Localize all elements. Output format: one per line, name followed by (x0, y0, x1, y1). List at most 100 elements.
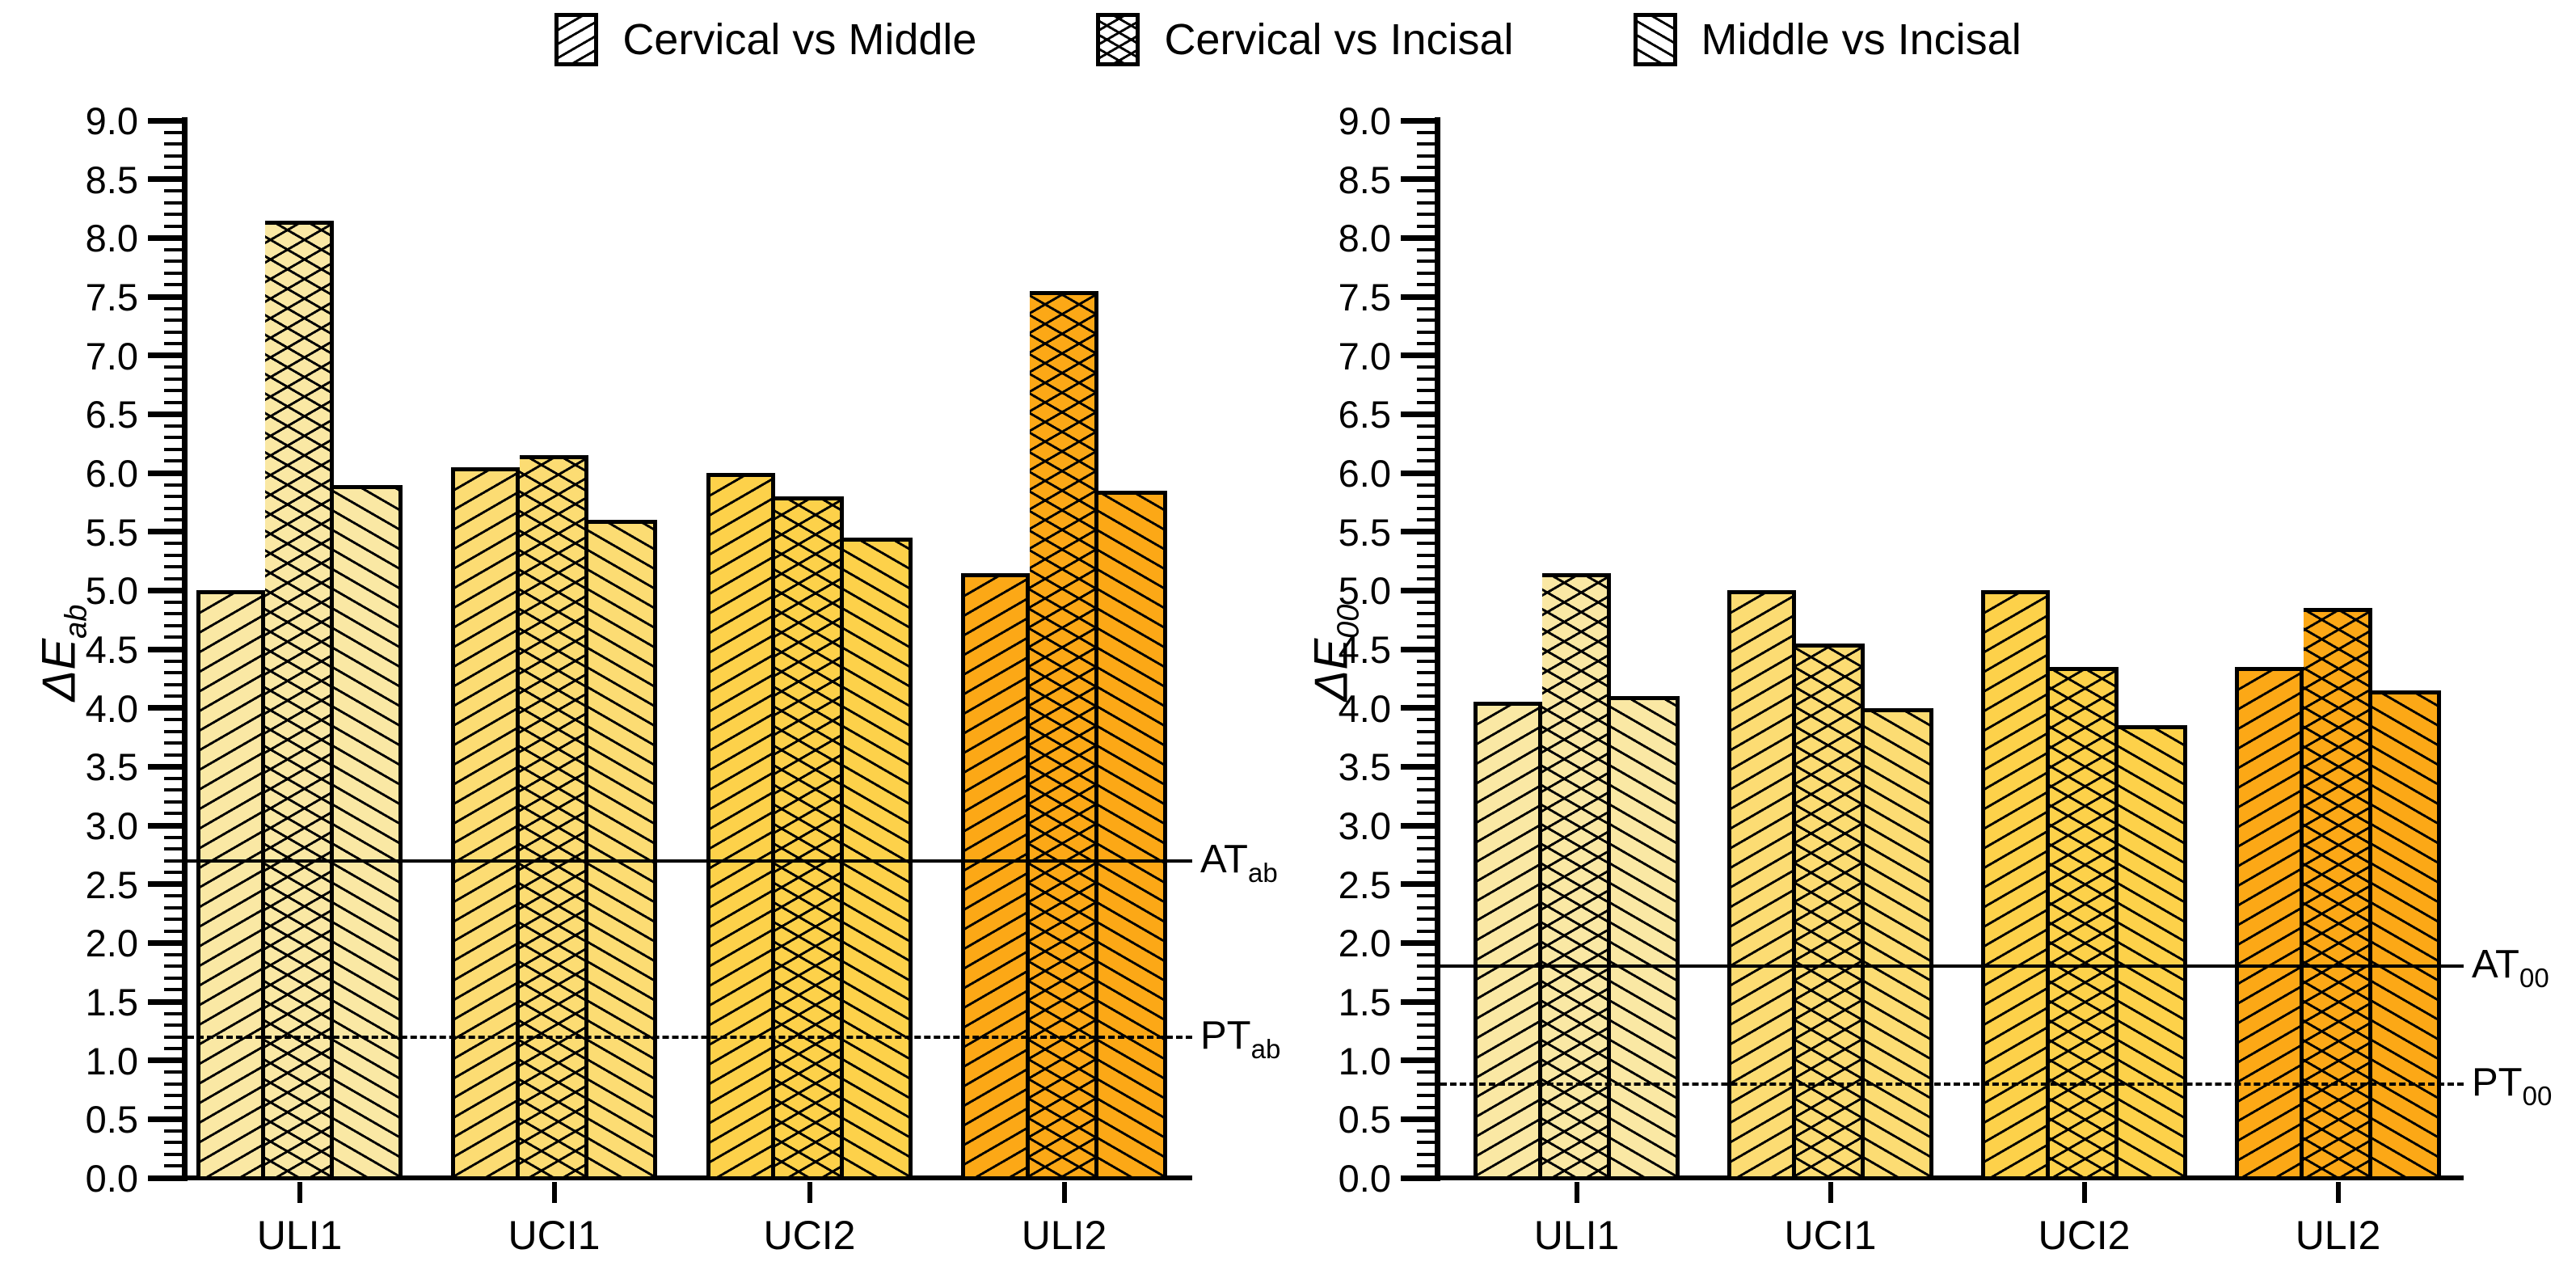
y-major-tick (1401, 822, 1435, 829)
threshold-label-main: AT (1200, 837, 1248, 881)
y-major-tick (148, 763, 182, 770)
threshold-line-pt-ab (188, 1035, 1192, 1039)
y-minor-tick (1417, 330, 1435, 334)
y-minor-tick (164, 929, 182, 933)
threshold-label-subscript: ab (1247, 857, 1278, 888)
y-minor-tick (164, 495, 182, 499)
y-minor-tick (164, 154, 182, 158)
y-axis-title: ΔEab (32, 411, 95, 896)
y-major-tick (1401, 117, 1435, 124)
y-major-tick (148, 939, 182, 946)
y-major-tick (148, 1116, 182, 1122)
y-minor-tick (1417, 342, 1435, 346)
y-minor-tick (1417, 1011, 1435, 1015)
y-tick-label: 3.0 (85, 804, 138, 847)
y-minor-tick (164, 612, 182, 616)
bar-uci1-diagonal-up-hatch (1727, 590, 1796, 1180)
x-category-label: ULI1 (256, 1213, 343, 1258)
y-tick-label: 3.5 (85, 745, 138, 789)
y-minor-tick (1417, 271, 1435, 275)
y-minor-tick (164, 847, 182, 851)
y-major-tick (148, 293, 182, 300)
y-minor-tick (164, 1082, 182, 1086)
y-minor-tick (1417, 1023, 1435, 1028)
y-tick-label: 7.5 (1338, 276, 1391, 319)
y-axis-title-main: ΔE (32, 638, 86, 702)
y-major-tick (1401, 587, 1435, 593)
bar-uli2-diagonal-down-hatch (2372, 690, 2441, 1180)
y-minor-tick (164, 166, 182, 170)
y-tick-label: 5.0 (1338, 569, 1391, 613)
threshold-line-pt-00 (1440, 1082, 2464, 1086)
bar-uli2-crosshatch (2304, 608, 2372, 1180)
y-minor-tick (1417, 553, 1435, 557)
y-tick-label: 7.0 (1338, 334, 1391, 378)
y-major-tick (148, 470, 182, 476)
y-tick-label: 5.0 (85, 569, 138, 613)
y-minor-tick (1417, 459, 1435, 463)
y-tick-label: 6.5 (1338, 393, 1391, 437)
y-minor-tick (164, 506, 182, 510)
x-category-tick (1574, 1182, 1579, 1203)
y-minor-tick (164, 1047, 182, 1051)
y-minor-tick (164, 389, 182, 393)
y-major-tick (1401, 646, 1435, 652)
threshold-label-subscript: 00 (2519, 963, 2549, 994)
y-major-tick (148, 529, 182, 535)
y-minor-tick (164, 1023, 182, 1028)
y-minor-tick (164, 918, 182, 922)
x-category-label: UCI2 (2038, 1213, 2131, 1258)
y-tick-label: 7.0 (85, 334, 138, 378)
threshold-line-at-00 (1440, 964, 2464, 969)
x-category-tick (1828, 1182, 1833, 1203)
y-minor-tick (164, 224, 182, 228)
y-minor-tick (164, 1164, 182, 1168)
y-minor-tick (164, 436, 182, 440)
threshold-label-at-ab: ATab (1200, 837, 1278, 893)
y-minor-tick (1417, 729, 1435, 733)
y-minor-tick (1417, 377, 1435, 381)
threshold-label-subscript: ab (1250, 1033, 1281, 1064)
legend-label: Cervical vs Middle (622, 15, 977, 64)
y-major-tick (1401, 293, 1435, 300)
y-minor-tick (1417, 682, 1435, 686)
threshold-label-main: AT (2472, 943, 2519, 987)
y-minor-tick (1417, 283, 1435, 287)
y-minor-tick (1417, 260, 1435, 264)
y-minor-tick (1417, 741, 1435, 745)
bar-uli1-crosshatch (265, 220, 334, 1180)
y-minor-tick (1417, 319, 1435, 323)
y-major-tick (148, 587, 182, 593)
diagonal-up-hatch-swatch-icon (554, 13, 599, 66)
legend-item-middle-vs-incisal: Middle vs Incisal (1633, 13, 2022, 66)
bar-uci1-diagonal-down-hatch (588, 520, 657, 1180)
x-category-label: UCI1 (1784, 1213, 1877, 1258)
y-minor-tick (164, 623, 182, 627)
y-minor-tick (1417, 306, 1435, 310)
y-tick-label: 2.0 (1338, 922, 1391, 965)
y-minor-tick (1417, 436, 1435, 440)
y-minor-tick (1417, 495, 1435, 499)
y-tick-label: 8.5 (1338, 158, 1391, 201)
x-category-tick (807, 1182, 812, 1203)
x-category-label: ULI2 (1021, 1213, 1107, 1258)
y-tick-label: 6.0 (85, 452, 138, 495)
y-tick-label: 6.0 (1338, 452, 1391, 495)
y-tick-label: 1.5 (1338, 981, 1391, 1023)
y-minor-tick (1417, 929, 1435, 933)
y-tick-label: 5.5 (1338, 510, 1391, 554)
y-minor-tick (164, 1094, 182, 1098)
y-minor-tick (1417, 976, 1435, 980)
diagonal-down-hatch-swatch-icon (1633, 13, 1677, 66)
y-major-tick (1401, 234, 1435, 241)
y-minor-tick (164, 694, 182, 698)
bar-uci2-crosshatch (775, 496, 844, 1180)
y-major-tick (1401, 763, 1435, 770)
x-category-tick (551, 1182, 557, 1203)
x-category-label: ULI1 (1533, 1213, 1620, 1258)
y-tick-label: 8.0 (85, 217, 138, 260)
y-major-tick (1401, 470, 1435, 476)
bar-uci2-crosshatch (2050, 666, 2119, 1180)
y-minor-tick (164, 542, 182, 546)
